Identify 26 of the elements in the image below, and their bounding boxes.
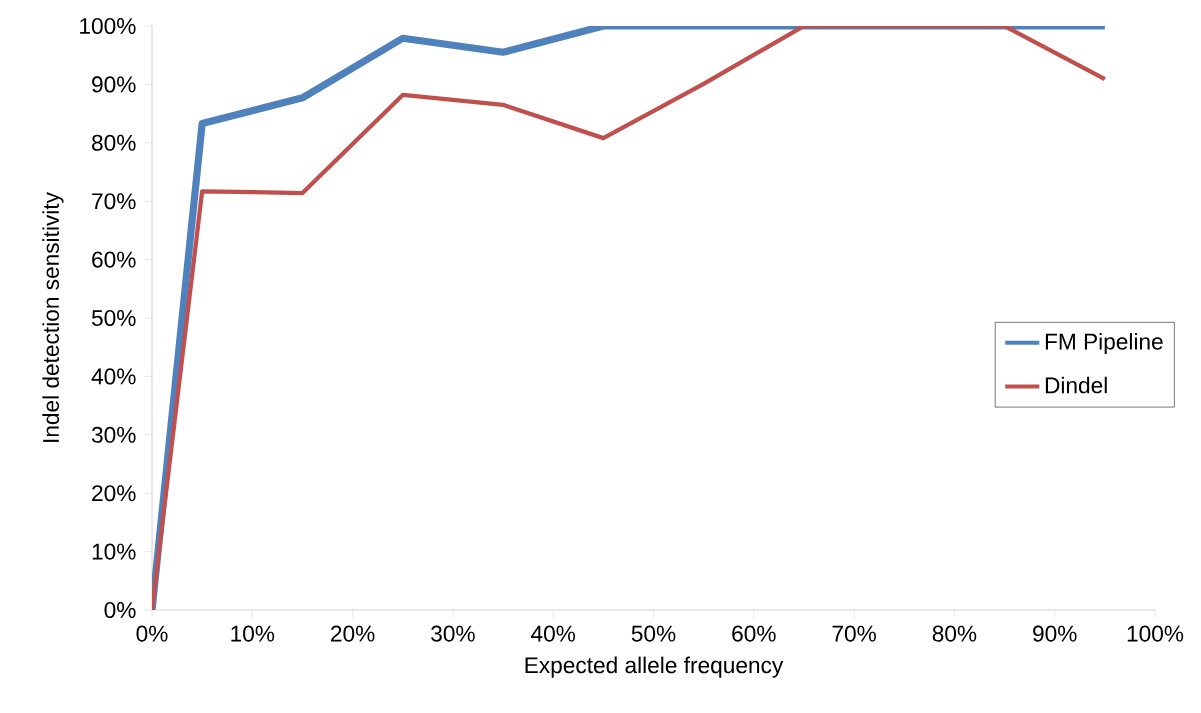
legend-label: FM Pipeline bbox=[1045, 333, 1163, 355]
x-tick-label: 100% bbox=[1127, 625, 1184, 642]
x-tick-label: 60% bbox=[732, 625, 776, 642]
x-tick-label: 40% bbox=[531, 625, 576, 642]
x-tick-label: 30% bbox=[431, 625, 475, 642]
x-tick-label: 50% bbox=[631, 625, 676, 642]
y-tick-label: 10% bbox=[92, 543, 136, 560]
y-tick-label: 80% bbox=[92, 134, 136, 151]
x-tick-label: 10% bbox=[231, 625, 275, 642]
y-tick-label: 50% bbox=[91, 309, 136, 327]
legend-label: Dindel bbox=[1045, 376, 1107, 394]
y-tick-label: 40% bbox=[91, 368, 136, 385]
x-tick-label: 90% bbox=[1033, 625, 1077, 642]
y-tick-label: 70% bbox=[92, 193, 136, 210]
y-axis-title: Indel detection sensitivity bbox=[42, 192, 64, 442]
x-axis-title: Expected allele frequency bbox=[525, 656, 784, 678]
x-tick-label: 20% bbox=[331, 625, 375, 642]
x-tick-label: 70% bbox=[832, 625, 876, 642]
y-tick-label: 20% bbox=[92, 485, 136, 502]
y-tick-label: 0% bbox=[104, 601, 136, 619]
y-tick-label: 90% bbox=[92, 76, 136, 93]
x-tick-label: 0% bbox=[136, 625, 168, 642]
y-tick-label: 30% bbox=[91, 426, 136, 443]
y-tick-label: 60% bbox=[92, 251, 136, 268]
y-tick-label: 100% bbox=[80, 17, 136, 35]
x-tick-label: 80% bbox=[932, 625, 977, 642]
